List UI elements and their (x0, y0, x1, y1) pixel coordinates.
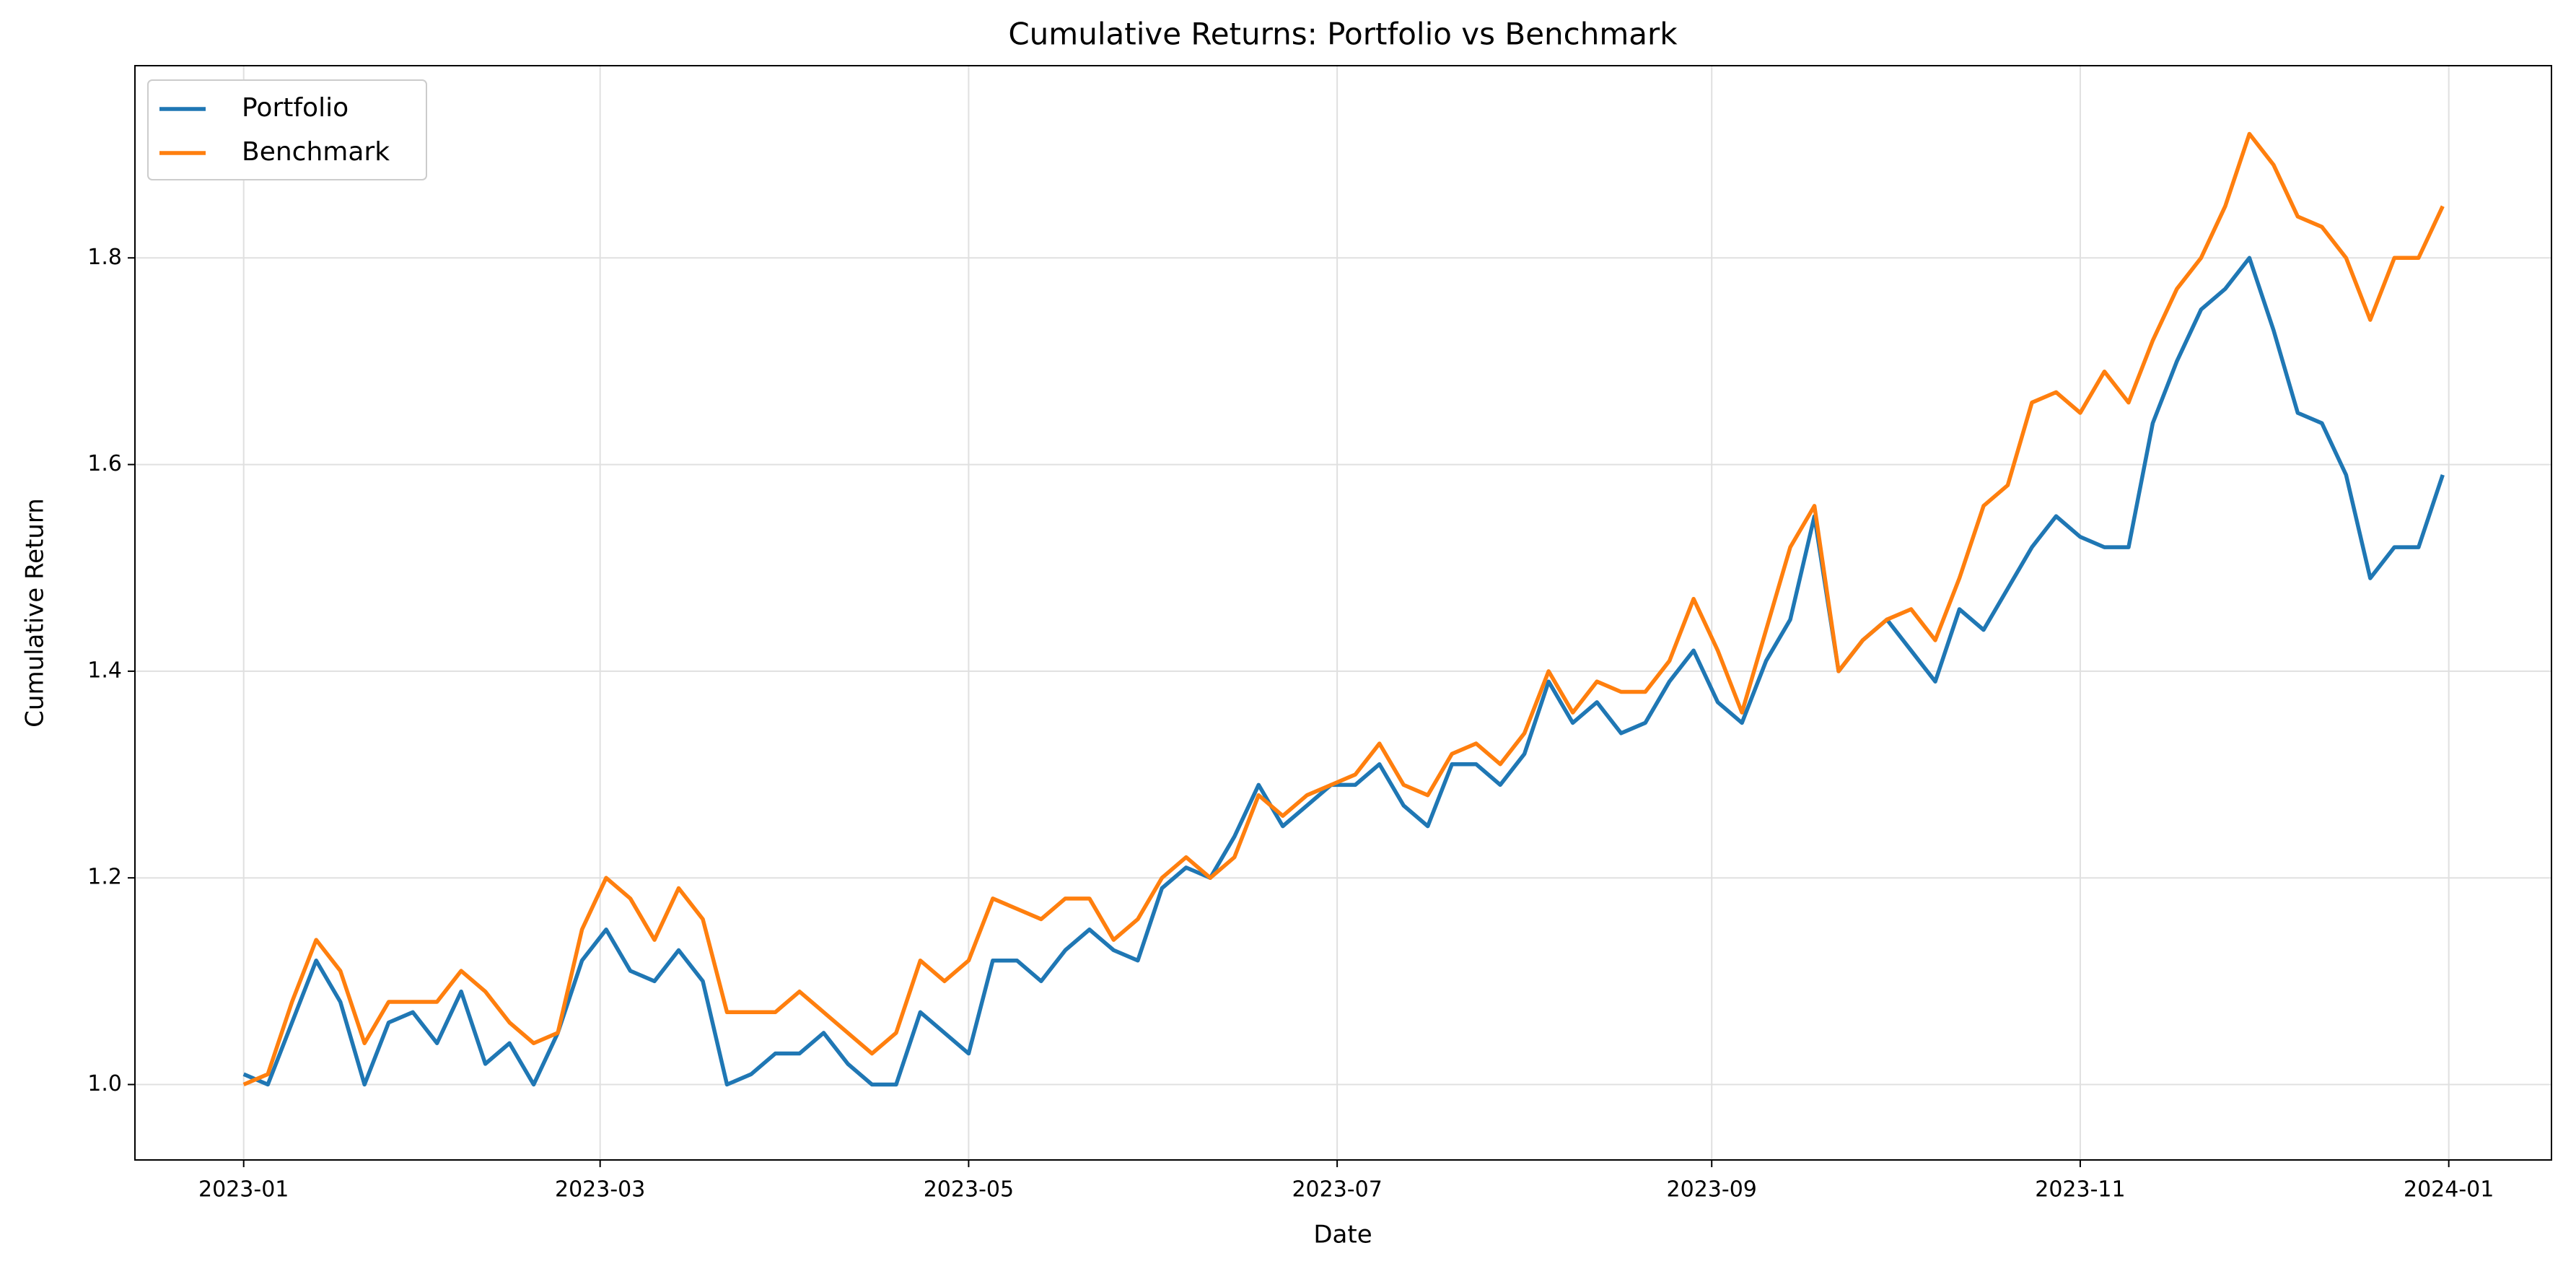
y-tick-label: 1.4 (87, 658, 122, 683)
y-tick-label: 1.6 (87, 451, 122, 476)
y-tick-label: 1.8 (87, 245, 122, 270)
x-tick-label: 2023-05 (924, 1177, 1014, 1203)
legend-label: Benchmark (242, 137, 390, 167)
y-tick-label: 1.0 (87, 1071, 122, 1096)
x-tick-label: 2023-11 (2035, 1177, 2125, 1203)
chart-title: Cumulative Returns: Portfolio vs Benchma… (1008, 17, 1678, 52)
x-tick-label: 2023-01 (198, 1177, 289, 1203)
legend: Portfolio Benchmark (147, 79, 427, 180)
plot-frame (134, 65, 2552, 1161)
y-axis-label: Cumulative Return (21, 498, 50, 728)
x-tick-label: 2023-09 (1667, 1177, 1757, 1203)
x-tick-label: 2023-07 (1292, 1177, 1382, 1203)
x-axis-label: Date (1313, 1221, 1372, 1249)
series-line (242, 131, 2445, 1087)
series-line (242, 256, 2445, 1087)
x-tick-label: 2024-01 (2404, 1177, 2494, 1203)
y-tick-label: 1.2 (87, 865, 122, 890)
legend-label: Portfolio (242, 93, 349, 123)
x-tick-label: 2023-03 (555, 1177, 645, 1203)
legend-box (147, 79, 427, 180)
